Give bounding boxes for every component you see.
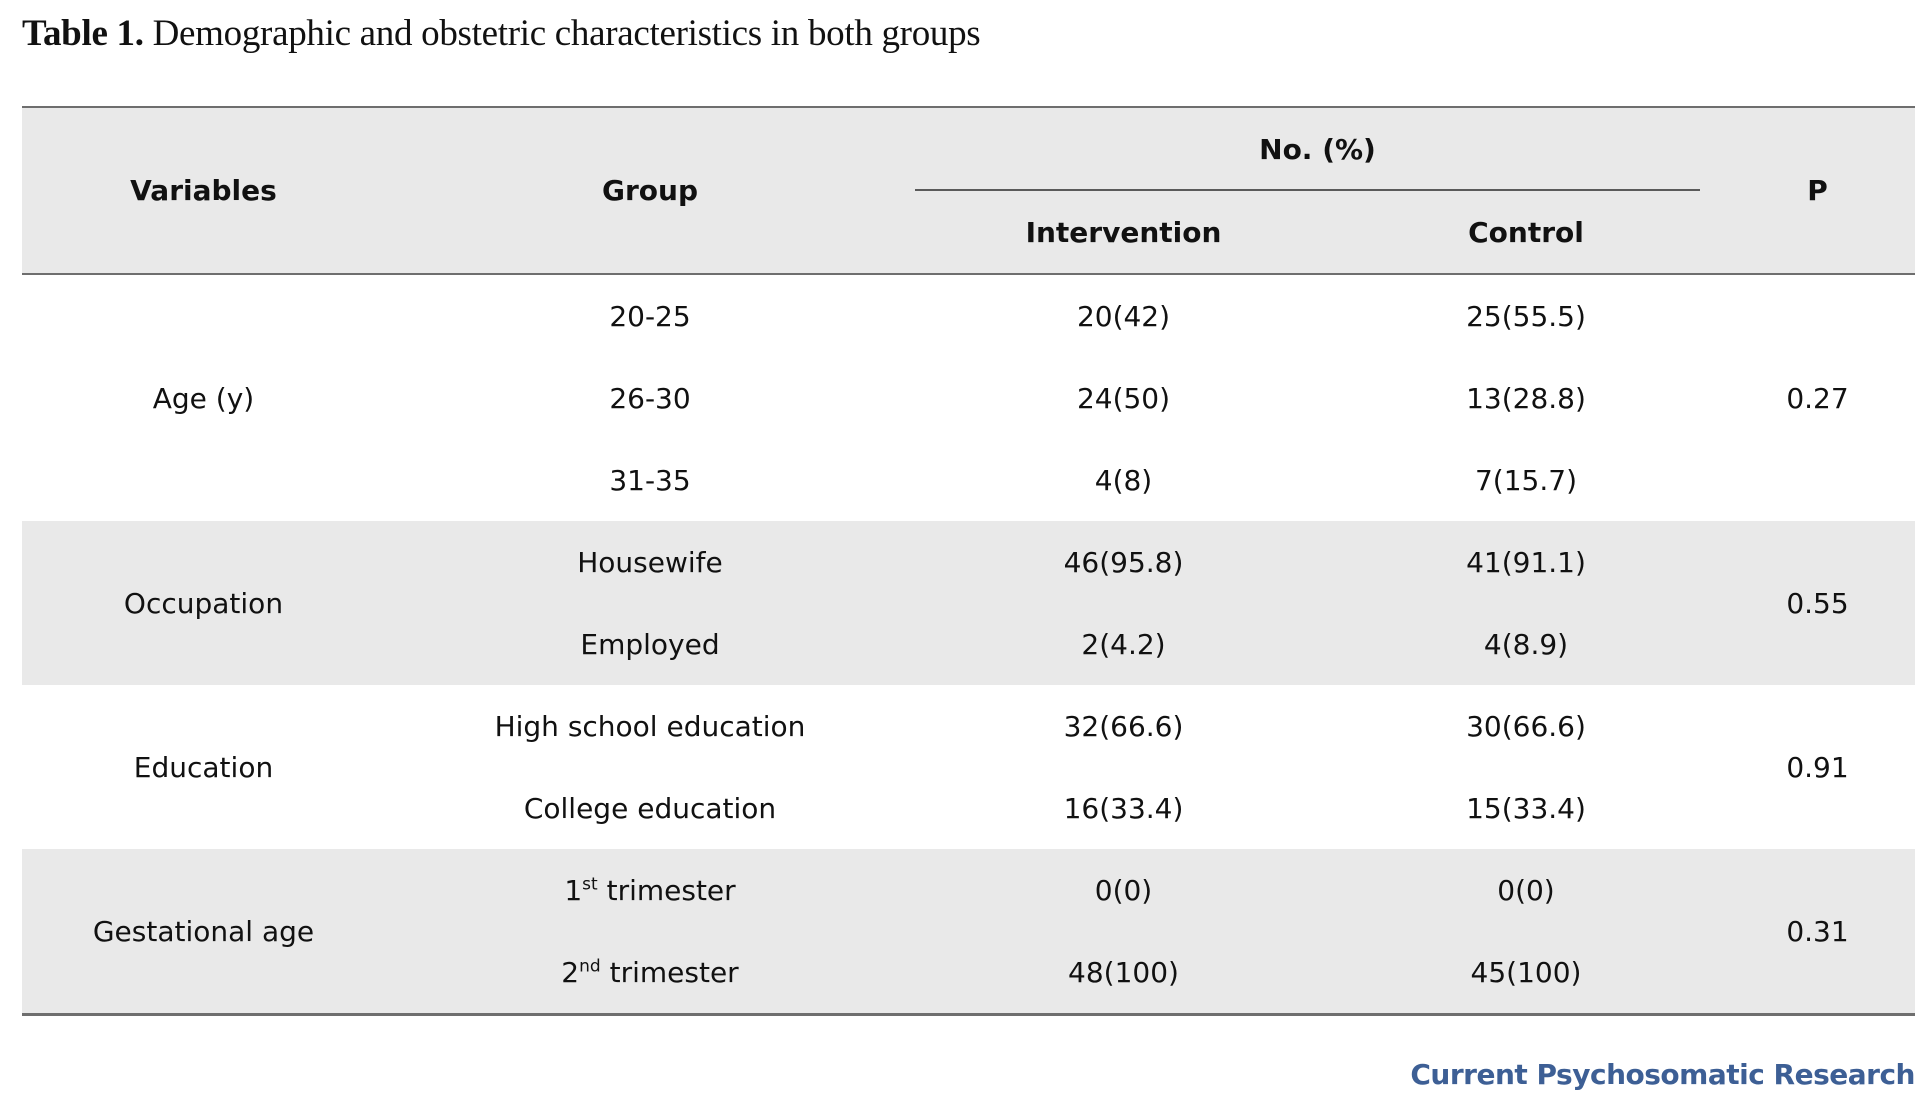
control-cell: 25(55.5) <box>1466 299 1586 333</box>
intervention-cell: 46(95.8) <box>1063 545 1184 579</box>
variable-cell: Age (y) <box>152 381 255 415</box>
intervention-cell: 4(8) <box>1094 463 1153 497</box>
intervention-cell: 16(33.4) <box>1063 791 1184 825</box>
control-cell: 41(91.1) <box>1466 545 1586 579</box>
trimester-number: 1 <box>564 873 583 907</box>
section-education: Education High school education 32(66.6)… <box>22 685 1915 849</box>
table-header: Variables Group No. (%) P Intervention C… <box>22 107 1915 275</box>
section-gestational-age: Gestational age 1st trimester 0(0) 0(0) … <box>22 849 1915 1015</box>
header-divider <box>915 189 1700 191</box>
header-variables: Variables <box>22 107 385 275</box>
intervention-cell: 24(50) <box>1076 381 1171 415</box>
control-cell: 30(66.6) <box>1466 709 1586 743</box>
table-caption: Table 1. Demographic and obstetric chara… <box>22 12 981 55</box>
header-p: P <box>1720 107 1915 275</box>
group-cell: 1st trimester <box>385 849 915 931</box>
ordinal-suffix: nd <box>579 956 601 977</box>
trimester-label: trimester <box>597 873 736 907</box>
journal-brand: Current Psychosomatic Research <box>1410 1058 1915 1091</box>
p-value-cell: 0.27 <box>1786 381 1849 415</box>
table-row: Occupation Housewife 46(95.8) 41(91.1) 0… <box>22 521 1915 620</box>
intervention-cell: 0(0) <box>1094 873 1153 907</box>
trimester-label: trimester <box>600 955 739 989</box>
header-intervention: Intervention <box>915 191 1332 275</box>
ordinal-suffix: st <box>582 874 598 895</box>
table-caption-text: Demographic and obstetric characteristic… <box>143 13 981 54</box>
section-occupation: Occupation Housewife 46(95.8) 41(91.1) 0… <box>22 521 1915 685</box>
header-no-pct: No. (%) <box>915 107 1720 191</box>
p-value-cell: 0.91 <box>1786 750 1849 784</box>
control-cell: 7(15.7) <box>1474 463 1577 497</box>
group-cell: 31-35 <box>609 463 691 497</box>
group-cell: High school education <box>494 709 806 743</box>
control-cell: 45(100) <box>1470 955 1582 989</box>
control-cell: 15(33.4) <box>1466 791 1586 825</box>
header-no-pct-label: No. (%) <box>1259 133 1376 166</box>
intervention-cell: 20(42) <box>1076 299 1171 333</box>
intervention-cell: 48(100) <box>1068 955 1179 989</box>
table-row: Gestational age 1st trimester 0(0) 0(0) … <box>22 849 1915 948</box>
control-cell: 4(8.9) <box>1483 627 1569 661</box>
intervention-cell: 2(4.2) <box>1081 627 1166 661</box>
control-cell: 13(28.8) <box>1466 381 1586 415</box>
header-control: Control <box>1332 191 1720 275</box>
characteristics-table: Variables Group No. (%) P Intervention C… <box>22 106 1915 1016</box>
variable-cell: Education <box>133 750 274 784</box>
p-value-cell: 0.31 <box>1786 914 1849 948</box>
table-row: Age (y) 20-25 20(42) 25(55.5) 0.27 <box>22 274 1915 415</box>
group-cell: College education <box>523 791 777 825</box>
group-cell: 20-25 <box>609 299 691 333</box>
table-row: Education High school education 32(66.6)… <box>22 685 1915 784</box>
group-cell: Housewife <box>577 545 723 579</box>
group-cell: Employed <box>580 627 720 661</box>
group-cell: 26-30 <box>609 381 691 415</box>
header-group: Group <box>385 107 915 275</box>
trimester-number: 2 <box>561 955 580 989</box>
intervention-cell: 32(66.6) <box>1063 709 1184 743</box>
variable-cell: Gestational age <box>92 914 315 948</box>
control-cell: 0(0) <box>1497 873 1555 907</box>
group-cell: 2nd trimester <box>385 931 915 1015</box>
p-value-cell: 0.55 <box>1786 586 1849 620</box>
section-age: Age (y) 20-25 20(42) 25(55.5) 0.27 26-30… <box>22 274 1915 521</box>
variable-cell: Occupation <box>123 586 284 620</box>
table-caption-label: Table 1. <box>22 13 144 54</box>
